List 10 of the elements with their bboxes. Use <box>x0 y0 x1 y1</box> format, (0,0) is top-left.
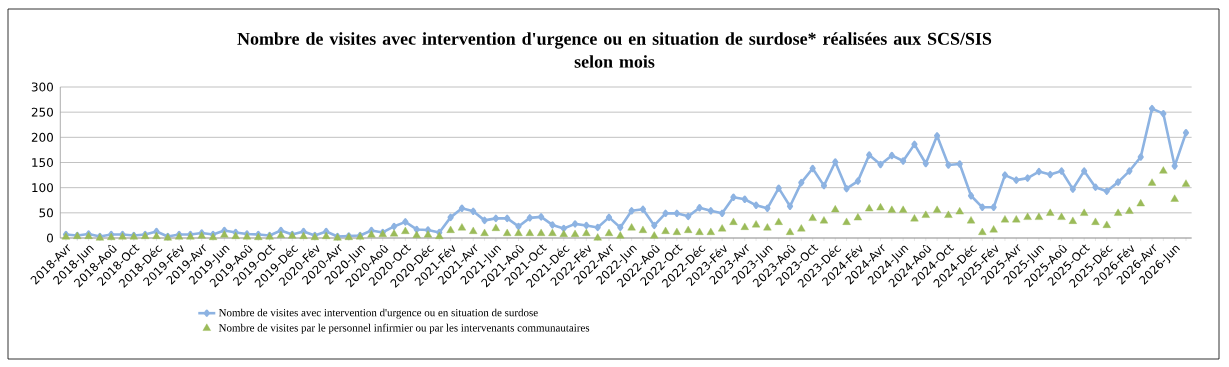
y-tick-label: 0 <box>46 233 53 243</box>
y-tick-label: 100 <box>32 183 53 193</box>
y-tick-label: 200 <box>31 132 53 142</box>
legend-label: Nombre de visites par le personnel infirmier ou par les intervenants communautaires <box>218 323 590 334</box>
y-tick-label: 300 <box>31 82 53 92</box>
y-tick-label: 150 <box>32 157 53 168</box>
y-tick-label: 50 <box>39 208 53 218</box>
y-tick-label: 250 <box>31 107 53 117</box>
chart-title: Nombre de visites avec intervention d'urgence ou en situation de surdose* réalisées aux SCS/SIS selon mois <box>237 32 992 68</box>
legend-label: Nombre de visites avec intervention d'urgence ou en situation de surdose <box>218 308 538 319</box>
